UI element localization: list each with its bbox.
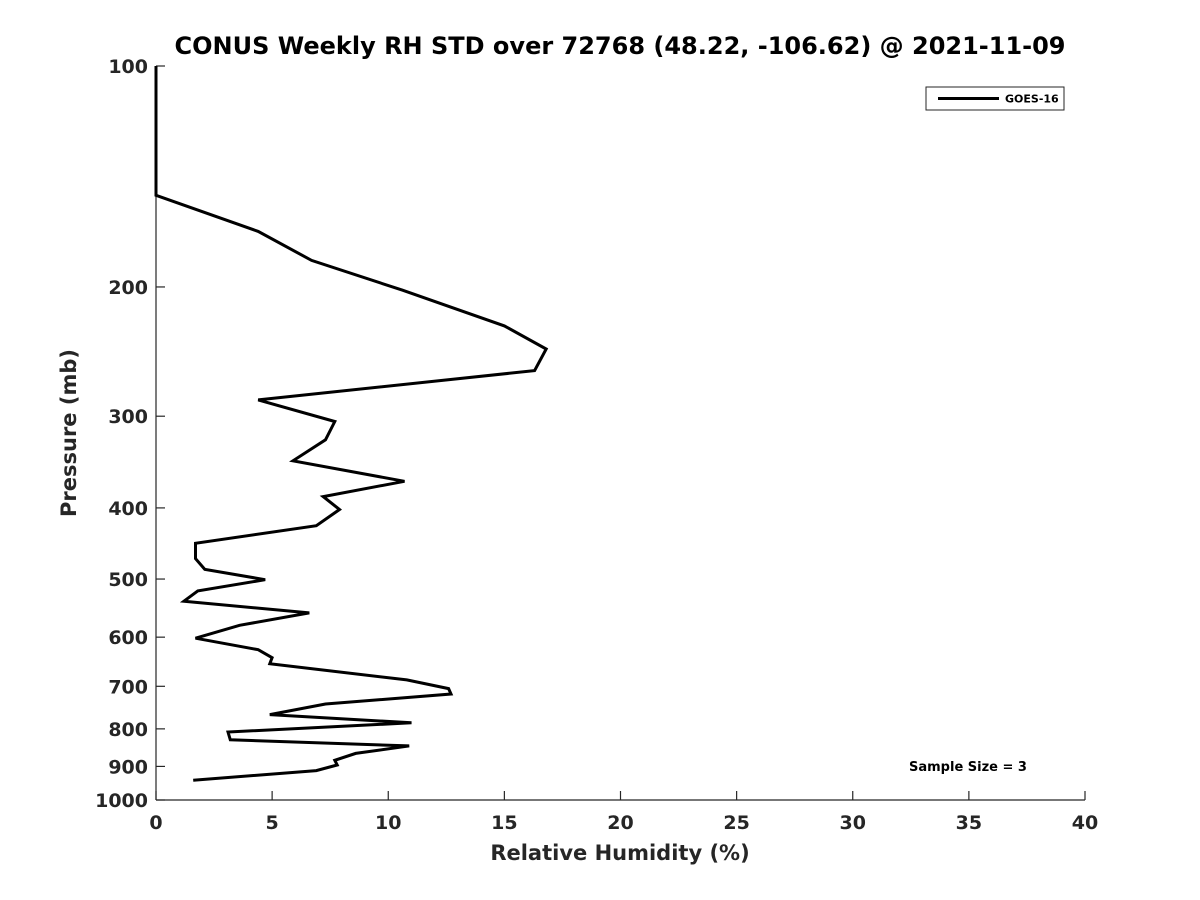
series-line-goes-16	[154, 66, 549, 782]
y-tick-label: 200	[108, 277, 148, 299]
legend: GOES-16	[925, 86, 1065, 111]
y-tick-label: 600	[108, 627, 148, 649]
y-tick-label: 400	[108, 498, 148, 520]
y-tick-label: 700	[108, 676, 148, 698]
x-tick-label: 25	[723, 812, 749, 834]
x-tick-label: 30	[840, 812, 866, 834]
x-axis-ticks: 0 5 10 15 20 25 30 35 40	[149, 791, 1098, 834]
y-tick-label: 500	[108, 569, 148, 591]
x-tick-label: 0	[149, 812, 162, 834]
sample-size-annotation: Sample Size = 3	[909, 760, 1027, 775]
x-tick-label: 15	[491, 812, 517, 834]
x-axis-label: Relative Humidity (%)	[490, 841, 749, 865]
x-tick-label: 10	[375, 812, 401, 834]
series-layer	[154, 66, 549, 782]
x-tick-label: 35	[956, 812, 982, 834]
y-tick-label: 900	[108, 756, 148, 778]
legend-label-goes-16: GOES-16	[1005, 93, 1059, 106]
y-axis-label: Pressure (mb)	[57, 349, 81, 517]
x-tick-label: 20	[607, 812, 633, 834]
y-axis-ticks: 100 200 300 400 500 600 700 800 900 1000	[95, 56, 165, 812]
chart-title: CONUS Weekly RH STD over 72768 (48.22, -…	[174, 32, 1065, 60]
plot-area: 0 5 10 15 20 25 30 35 40 100 200 300 400 500 600 700 80…	[95, 56, 1098, 834]
x-tick-label: 40	[1072, 812, 1098, 834]
x-tick-label: 5	[266, 812, 279, 834]
y-tick-label: 1000	[95, 790, 148, 812]
y-tick-label: 300	[108, 406, 148, 428]
y-tick-label: 100	[108, 56, 148, 78]
y-tick-label: 800	[108, 719, 148, 741]
